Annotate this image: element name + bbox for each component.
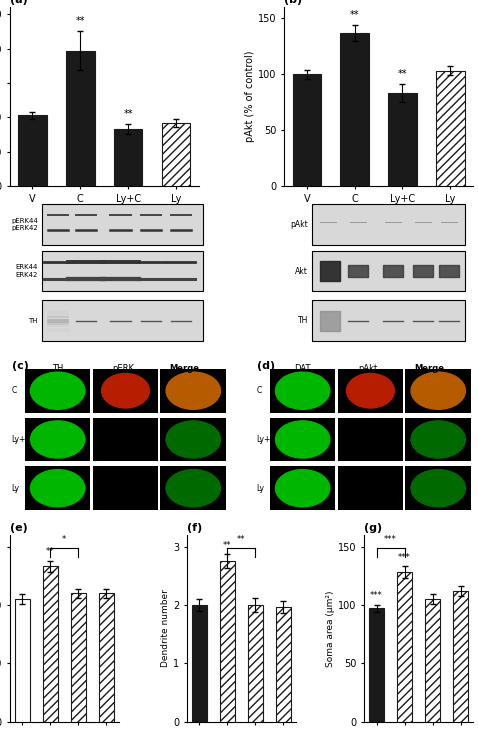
Text: Ly+C: Ly+C	[257, 435, 276, 444]
Bar	[71, 593, 86, 722]
Text: *: *	[62, 535, 66, 545]
Text: (b): (b)	[284, 0, 302, 5]
Bar	[43, 566, 58, 722]
Text: (a): (a)	[10, 0, 27, 5]
Ellipse shape	[410, 420, 466, 459]
Bar	[337, 369, 403, 413]
Text: Ly: Ly	[12, 483, 20, 493]
Text: Ly+C: Ly+C	[12, 435, 32, 444]
Text: ***: ***	[370, 591, 383, 600]
Text: ***: ***	[398, 553, 411, 562]
Ellipse shape	[275, 469, 330, 507]
Bar	[369, 609, 384, 722]
Bar	[114, 129, 142, 186]
Bar	[162, 122, 190, 186]
Text: TH: TH	[297, 316, 308, 325]
Text: pAkt: pAkt	[290, 219, 308, 229]
Bar	[397, 572, 412, 722]
Bar	[192, 605, 207, 722]
Bar	[276, 607, 291, 722]
Ellipse shape	[410, 469, 466, 507]
Text: C: C	[257, 386, 262, 395]
Bar	[25, 418, 90, 461]
Text: C: C	[12, 386, 17, 395]
Bar	[25, 369, 90, 413]
Bar	[405, 467, 471, 510]
Y-axis label: pAkt (% of control): pAkt (% of control)	[245, 51, 255, 142]
Bar	[425, 599, 440, 722]
Ellipse shape	[275, 372, 330, 410]
Text: (d): (d)	[257, 361, 275, 370]
Bar	[337, 418, 403, 461]
Bar	[14, 599, 30, 722]
Text: pERK: pERK	[112, 364, 134, 373]
Bar	[93, 418, 158, 461]
FancyBboxPatch shape	[42, 204, 203, 245]
Bar	[161, 418, 226, 461]
Ellipse shape	[165, 372, 221, 410]
Bar	[98, 593, 114, 722]
Text: TH: TH	[28, 318, 38, 324]
Ellipse shape	[410, 372, 466, 410]
Text: **: **	[123, 109, 133, 119]
Text: (f): (f)	[187, 523, 202, 533]
Bar	[270, 418, 336, 461]
Text: **: **	[350, 9, 359, 20]
Bar	[93, 467, 158, 510]
FancyBboxPatch shape	[42, 251, 203, 292]
Text: ERK44
ERK42: ERK44 ERK42	[15, 265, 38, 278]
Text: **: **	[398, 69, 407, 79]
Bar	[93, 369, 158, 413]
Bar	[248, 605, 263, 722]
Text: Ly: Ly	[257, 483, 265, 493]
Bar	[66, 50, 95, 186]
Ellipse shape	[165, 420, 221, 459]
Bar	[161, 467, 226, 510]
Text: Akt: Akt	[295, 267, 308, 276]
Bar	[25, 467, 90, 510]
Bar	[436, 71, 465, 186]
Text: Merge: Merge	[414, 364, 445, 373]
Ellipse shape	[165, 469, 221, 507]
Y-axis label: Dendrite number: Dendrite number	[161, 589, 170, 667]
Text: **: **	[46, 547, 54, 556]
FancyBboxPatch shape	[312, 204, 465, 245]
Text: **: **	[76, 16, 85, 26]
Ellipse shape	[30, 420, 86, 459]
Y-axis label: Soma area (μm²): Soma area (μm²)	[326, 590, 335, 666]
Bar	[340, 33, 369, 186]
Bar	[453, 591, 468, 722]
Ellipse shape	[30, 469, 86, 507]
Bar	[337, 467, 403, 510]
Ellipse shape	[30, 372, 86, 410]
FancyBboxPatch shape	[42, 300, 203, 341]
Bar	[270, 369, 336, 413]
Bar	[270, 467, 336, 510]
Text: (g): (g)	[364, 523, 382, 533]
Text: ***: ***	[384, 535, 397, 545]
Text: pERK44
pERK42: pERK44 pERK42	[11, 217, 38, 231]
Bar	[405, 369, 471, 413]
Text: **: **	[223, 540, 232, 550]
Text: pAkt: pAkt	[358, 364, 378, 373]
Text: DAT: DAT	[294, 364, 311, 373]
Bar	[405, 418, 471, 461]
Text: Merge: Merge	[170, 364, 199, 373]
Ellipse shape	[275, 420, 330, 459]
Ellipse shape	[101, 373, 150, 409]
Text: TH: TH	[52, 364, 64, 373]
Bar	[161, 369, 226, 413]
Ellipse shape	[346, 373, 395, 409]
Bar	[388, 93, 417, 186]
Bar	[18, 115, 47, 186]
Text: **: **	[237, 535, 246, 545]
FancyBboxPatch shape	[312, 300, 465, 341]
Bar	[293, 74, 321, 186]
Text: (e): (e)	[10, 523, 27, 533]
Text: (c): (c)	[12, 361, 29, 370]
Bar	[220, 561, 235, 722]
FancyBboxPatch shape	[312, 251, 465, 292]
